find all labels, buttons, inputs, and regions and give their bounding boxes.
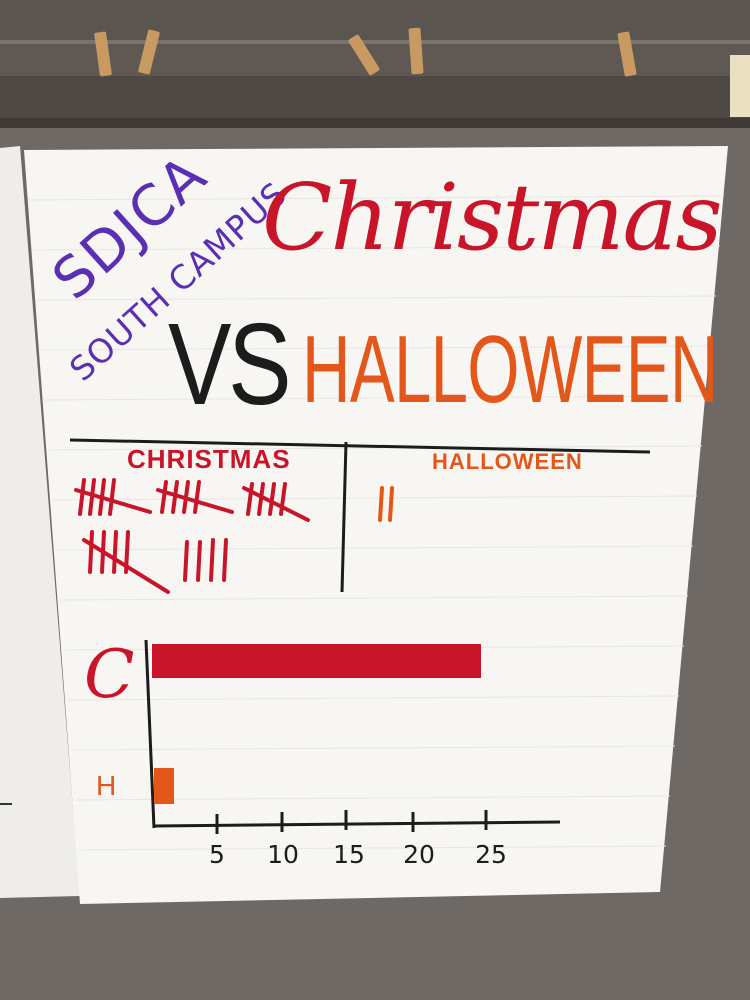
clothespin-icon [94, 31, 112, 77]
title-vs: VS [168, 299, 292, 429]
x-tick-label: 5 [209, 840, 225, 869]
clothespin-icon [408, 27, 424, 75]
x-tick-label: 10 [267, 840, 299, 869]
bar-chart-x-ticks [215, 810, 488, 834]
trim-rail [0, 0, 750, 42]
tally-header-christmas: CHRISTMAS [127, 444, 291, 474]
light-switch-plate [730, 55, 750, 117]
x-tick-label: 15 [333, 840, 365, 869]
title-halloween: HALLOWEEN [302, 316, 718, 423]
christmas-tally-marks [74, 478, 310, 594]
clothespin-icon [348, 34, 380, 76]
clothespin-icon [617, 31, 637, 77]
bar-christmas [152, 644, 481, 678]
poster-paper [24, 146, 728, 904]
bar-label-christmas: C [84, 636, 135, 713]
x-tick-label: 20 [403, 840, 435, 869]
bar-label-halloween: H [96, 770, 117, 801]
trim-rail-lower [0, 76, 750, 122]
trim-rail-highlight [0, 40, 750, 44]
poster-rules [27, 195, 725, 851]
trim-rail-edge [0, 118, 750, 128]
bar-chart-x-axis [153, 820, 561, 828]
tchart-vertical-line [340, 441, 348, 593]
tchart-horizontal-line [69, 438, 651, 454]
bar-chart-y-axis [144, 639, 156, 829]
x-tick-label: 25 [475, 840, 507, 869]
tally-header-halloween: HALLOWEEN [432, 449, 583, 474]
halloween-tally-marks [378, 486, 394, 522]
left-poster [0, 146, 80, 898]
bar-halloween [154, 768, 174, 804]
clothespin-icon [138, 29, 160, 75]
title-christmas: Christmas [262, 164, 723, 271]
